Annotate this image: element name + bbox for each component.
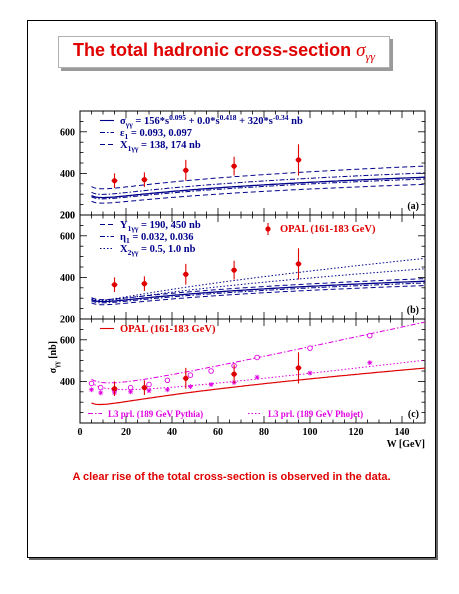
- l3-phojet-point: [164, 387, 170, 393]
- opal-point: [231, 163, 237, 169]
- l3-phojet-point: [307, 370, 313, 376]
- l3-pythia-point: [88, 380, 95, 387]
- x-axis-label: W [GeV]: [387, 439, 425, 450]
- legend-marker: [265, 226, 271, 232]
- panel-label: (a): [407, 201, 419, 212]
- l3-pythia-point: [164, 377, 171, 384]
- l3-pythia-point: [307, 345, 313, 351]
- legend-entry: σγγ​ = 156*s0.095​ + 0.0*s0.418​ + 320*s…: [120, 113, 303, 129]
- opal-point: [295, 365, 302, 371]
- l3-phojet-point: [254, 374, 260, 380]
- title-box: The total hadronic cross-section σγγ: [58, 36, 390, 68]
- l3-phojet-curve: [91, 359, 426, 391]
- l3-pythia-point: [146, 381, 152, 388]
- y-tick-label: 400: [60, 273, 75, 284]
- legend-entry: η1​ = 0.032, 0.036: [120, 232, 193, 245]
- l3-pythia-point: [254, 354, 260, 361]
- title-subscript: γγ: [365, 49, 375, 64]
- y-tick-label: 200: [60, 211, 75, 222]
- model-curve-eta: [91, 282, 425, 304]
- y-tick-label: 600: [60, 127, 75, 138]
- opal-point: [111, 386, 118, 392]
- opal-point: [295, 157, 302, 163]
- x-tick-label: 100: [303, 427, 318, 438]
- slide: The total hadronic cross-section σγγ 200…: [27, 20, 436, 558]
- opal-point: [111, 282, 118, 288]
- model-curve-eps-low: [91, 178, 425, 200]
- opal-point: [231, 371, 237, 377]
- model-curve-x2-low: [91, 268, 426, 302]
- l3-pythia-point: [367, 332, 373, 339]
- opal-fit-curve: [91, 367, 426, 406]
- panel-label: (c): [408, 409, 419, 420]
- opal-point: [141, 385, 147, 391]
- legend-entry: Y1γγ​ = 190, 450 nb: [120, 220, 201, 233]
- model-curve-x2-high: [91, 257, 426, 301]
- y-tick-label: 200: [60, 211, 75, 222]
- model-curve-sigma: [91, 280, 426, 303]
- x-tick-label: 140: [395, 427, 410, 438]
- l3-pythia-point: [187, 372, 194, 378]
- opal-point: [141, 281, 147, 287]
- y-tick-label: 400: [60, 169, 75, 180]
- x-tick-label: 0: [78, 427, 83, 438]
- legend-entry: X1γγ​ = 138, 174 nb: [120, 140, 201, 153]
- opal-point: [183, 167, 189, 173]
- y-tick-label: 600: [60, 335, 75, 346]
- title-text: The total hadronic cross-section: [73, 40, 357, 60]
- l3-pythia-point: [97, 384, 104, 391]
- l3-phojet-point: [187, 384, 193, 390]
- legend-entry: L3 prl. (189 GeV Phojet): [268, 409, 363, 419]
- l3-pythia-point: [208, 368, 214, 374]
- x-tick-label: 80: [259, 427, 269, 438]
- model-curve-eps-high: [91, 172, 426, 195]
- legend-entry: ε1​ = 0.093, 0.097: [120, 128, 192, 141]
- slide-title: The total hadronic cross-section σγγ: [59, 40, 389, 65]
- model-curve-sigma: [91, 176, 426, 199]
- l3-phojet-point: [208, 382, 214, 388]
- l3-phojet-point: [146, 388, 152, 394]
- x-tick-label: 60: [213, 427, 223, 438]
- l3-phojet-point: [128, 389, 134, 395]
- l3-phojet-point: [367, 360, 373, 366]
- model-curve-y1-low: [91, 285, 426, 306]
- panel-2: 400 600 200 (b): [60, 214, 426, 326]
- title-sigma: σ: [356, 40, 366, 61]
- y-tick-label: 200: [60, 315, 75, 326]
- y-tick-label: 600: [60, 231, 75, 242]
- x-tick-label: 120: [349, 427, 364, 438]
- opal-point: [295, 261, 302, 267]
- legend-entry: OPAL (161-183 GeV): [120, 324, 216, 335]
- opal-point: [141, 177, 147, 183]
- x-tick-label: 40: [167, 427, 177, 438]
- l3-phojet-point: [98, 390, 104, 396]
- x-tick-label: 20: [121, 427, 131, 438]
- y-tick-label: 400: [60, 377, 75, 388]
- legend-entry: X2γγ​ = 0.5, 1.0 nb: [120, 244, 196, 257]
- legend-entry: OPAL (161-183 GeV): [280, 224, 376, 235]
- conclusion-text: A clear rise of the total cross-section …: [72, 471, 391, 483]
- l3-pythia-point: [127, 384, 134, 391]
- legend-entry: L3 prl. (189 GeV Pythia): [108, 409, 203, 419]
- y-axis-label: σγγ [nb]: [48, 341, 61, 373]
- panel-label: (b): [407, 305, 419, 316]
- opal-point: [183, 375, 189, 381]
- opal-point: [183, 271, 189, 277]
- opal-point: [111, 178, 118, 184]
- l3-phojet-point: [89, 387, 94, 393]
- model-curve-x1-high: [91, 165, 426, 190]
- opal-point: [231, 267, 237, 273]
